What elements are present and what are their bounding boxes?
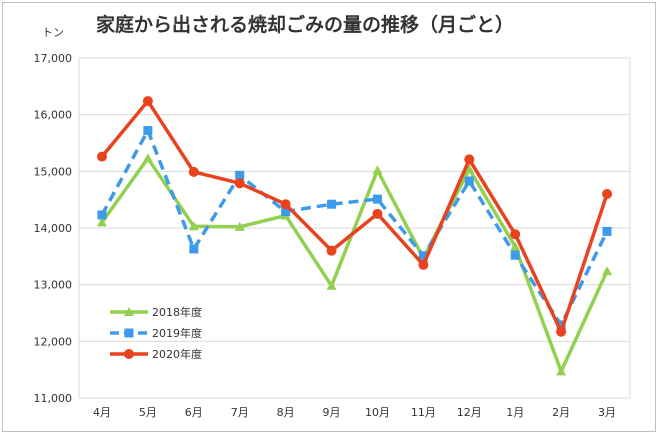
legend-marker xyxy=(124,349,134,359)
data-point xyxy=(602,266,613,276)
x-tick-label: 8月 xyxy=(277,406,295,419)
data-point xyxy=(188,166,199,177)
legend-label: 2020年度 xyxy=(152,347,202,361)
data-point xyxy=(326,245,337,256)
series-2020年度 xyxy=(96,96,613,337)
data-point xyxy=(464,176,474,186)
data-point xyxy=(464,154,475,165)
x-tick-label: 6月 xyxy=(185,406,203,419)
y-tick-label: 17,000 xyxy=(34,52,73,65)
data-point xyxy=(372,165,383,175)
series-2019年度 xyxy=(97,126,612,330)
legend-label: 2018年度 xyxy=(152,305,202,319)
data-point xyxy=(142,96,153,107)
data-point xyxy=(96,151,107,162)
legend: 2018年度 2019年度 2020年度 xyxy=(110,305,202,361)
data-point xyxy=(510,229,521,240)
x-tick-label: 9月 xyxy=(323,406,341,419)
chart-frame xyxy=(2,2,656,432)
data-point xyxy=(372,194,382,204)
y-axis-unit: トン xyxy=(42,26,64,39)
series-group xyxy=(96,96,613,376)
chart-title: 家庭から出される焼却ごみの量の推移（月ごと） xyxy=(96,13,514,36)
y-tick-label: 14,000 xyxy=(34,222,73,235)
data-point xyxy=(556,326,567,337)
x-tick-label: 1月 xyxy=(506,406,524,419)
data-point xyxy=(327,199,337,209)
data-point xyxy=(142,153,153,163)
data-point xyxy=(234,221,245,231)
data-point xyxy=(556,366,567,376)
plot-area-border xyxy=(78,57,631,399)
x-tick-label: 5月 xyxy=(139,406,157,419)
y-tick-label: 15,000 xyxy=(34,165,73,178)
y-tick-label: 13,000 xyxy=(34,279,73,292)
data-point xyxy=(510,241,521,251)
gridlines xyxy=(78,57,631,399)
series-line xyxy=(100,99,609,334)
legend-marker xyxy=(124,307,134,316)
data-point xyxy=(556,320,566,330)
data-point xyxy=(280,199,291,210)
data-point xyxy=(602,226,612,236)
y-tick-label: 11,000 xyxy=(34,392,73,405)
data-point xyxy=(326,280,337,290)
x-tick-label: 4月 xyxy=(93,406,111,419)
y-tick-label: 16,000 xyxy=(34,109,73,122)
x-tick-label: 12月 xyxy=(457,406,482,419)
data-point xyxy=(464,164,475,174)
data-point xyxy=(372,208,383,219)
data-point xyxy=(97,210,107,220)
data-point xyxy=(235,170,245,180)
series-line xyxy=(100,128,609,327)
data-point xyxy=(143,126,153,136)
data-point xyxy=(96,217,107,227)
y-tick-label: 12,000 xyxy=(34,335,73,348)
data-point xyxy=(418,259,429,270)
x-tick-label: 7月 xyxy=(231,406,249,419)
x-tick-label: 11月 xyxy=(411,406,436,419)
data-point xyxy=(602,189,613,199)
data-point xyxy=(234,178,245,189)
data-point xyxy=(189,244,199,254)
x-axis-ticks: 4月 5月 6月 7月 8月 9月 10月 11月 12月 1月 2月 3月 xyxy=(93,406,616,419)
y-axis-ticks: 11,000 12,000 13,000 14,000 15,000 16,000 17,0… xyxy=(34,52,73,405)
legend-marker xyxy=(124,328,134,338)
x-tick-label: 3月 xyxy=(598,406,616,419)
x-tick-label: 2月 xyxy=(552,406,570,419)
data-point xyxy=(510,250,520,260)
series-2018年度 xyxy=(96,153,613,376)
x-tick-label: 10月 xyxy=(365,406,390,419)
data-point xyxy=(188,221,199,231)
legend-label: 2019年度 xyxy=(152,326,202,340)
data-point xyxy=(418,251,428,261)
data-point xyxy=(281,207,291,217)
